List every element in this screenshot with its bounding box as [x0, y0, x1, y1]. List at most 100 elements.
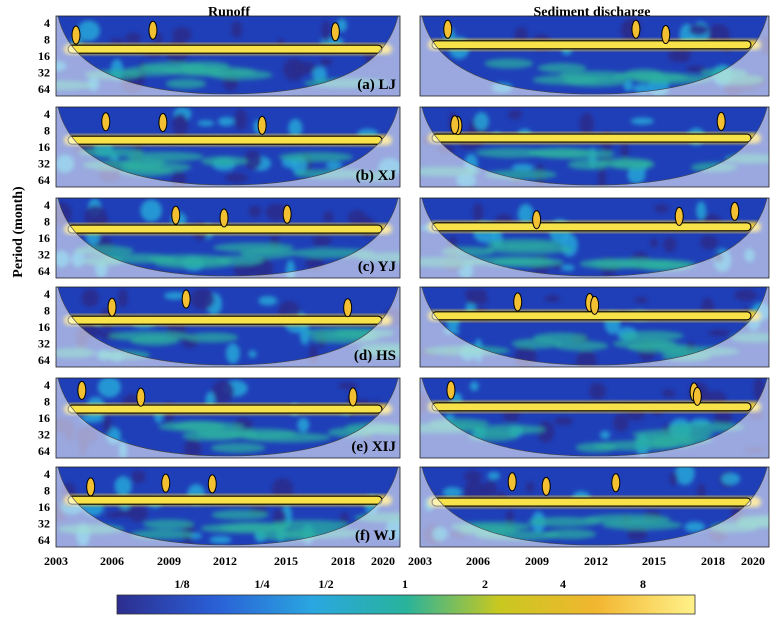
x-tick-label: 2009: [157, 554, 181, 568]
significance-contour: [343, 298, 353, 318]
cone-of-influence-line: [57, 198, 399, 277]
panel-frame: [55, 197, 401, 279]
y-tick-label: 64: [38, 353, 50, 367]
y-tick-label: 8: [44, 124, 50, 138]
wavelet-panel: [419, 106, 770, 188]
significance-contour: [631, 19, 641, 39]
panel-frame: [419, 106, 770, 188]
panel-frame: [55, 106, 401, 188]
wavelet-panel: 4 8 16 32 64 (f) WJ: [38, 466, 401, 548]
y-tick-label: 32: [38, 517, 50, 531]
significance-contour: [431, 402, 752, 412]
y-tick-label: 32: [38, 428, 50, 442]
y-tick-label: 64: [38, 444, 50, 458]
significance-contour: [282, 204, 292, 224]
x-tick-label: 2012: [213, 554, 237, 568]
cone-of-influence: [420, 198, 769, 278]
panel-frame: [55, 15, 401, 97]
colorbar-tick-label: 1: [402, 577, 408, 591]
significance-contour: [67, 315, 383, 325]
cone-of-influence: [420, 287, 769, 367]
significance-contour: [611, 473, 621, 493]
significance-contour: [507, 472, 517, 492]
cone-of-influence: [420, 378, 769, 458]
cone-of-influence-line: [57, 378, 399, 457]
significance-contour: [148, 20, 158, 40]
x-tick-label: 2003: [408, 554, 432, 568]
cone-of-influence: [56, 467, 400, 547]
significance-contour: [161, 473, 171, 493]
x-tick-label: 2015: [642, 554, 666, 568]
wavelet-panel: [419, 197, 770, 279]
x-tick-label: 2003: [44, 554, 68, 568]
x-tick-label: 2015: [274, 554, 298, 568]
significance-contour: [446, 380, 456, 400]
panel-frame: [419, 286, 770, 368]
cone-of-influence: [420, 107, 769, 187]
significance-contour: [101, 112, 111, 132]
y-tick-label: 8: [44, 33, 50, 47]
significance-contour: [674, 206, 684, 226]
significance-contour: [67, 404, 383, 414]
significance-contour: [67, 495, 383, 505]
significance-contour: [431, 222, 752, 232]
y-tick-label: 4: [44, 16, 50, 30]
colorbar-tick-label: 8: [640, 577, 646, 591]
colorbar-tick-label: 1/2: [318, 577, 333, 591]
y-tick-label: 16: [38, 320, 50, 334]
y-tick-label: 16: [38, 231, 50, 245]
wavelet-panel: 4 8 16 32 64 (d) HS: [38, 286, 401, 368]
y-tick-label: 32: [38, 66, 50, 80]
panel-frame: [419, 197, 770, 279]
cone-of-influence-line: [421, 107, 768, 186]
x-tick-label: 2020: [371, 554, 395, 568]
x-tick-label: 2009: [525, 554, 549, 568]
colorbar: 1/8 1/4 1/2 1 2 4 8: [116, 577, 696, 615]
significance-contour: [181, 289, 191, 309]
significance-contour: [77, 380, 87, 400]
cone-of-influence-line: [421, 467, 768, 546]
colorbar-tick-label: 4: [560, 577, 566, 591]
y-tick-label: 4: [44, 107, 50, 121]
panel-frame: [55, 466, 401, 548]
cone-of-influence-line: [57, 107, 399, 186]
significance-contour: [513, 292, 523, 312]
panel-label: (a) LJ: [357, 77, 396, 93]
x-tick-label: 2020: [741, 554, 765, 568]
wavelet-panel: 4 8 16 32 64 (b) XJ: [38, 106, 401, 188]
significance-contour: [171, 205, 181, 225]
panel-frame: [55, 286, 401, 368]
panel-label: (e) XIJ: [351, 439, 396, 455]
y-tick-label: 8: [44, 395, 50, 409]
y-tick-label: 16: [38, 500, 50, 514]
colorbar-tick-label: 1/4: [254, 577, 269, 591]
panel-label: (f) WJ: [355, 528, 396, 544]
panel-frame: [55, 377, 401, 459]
cone-of-influence: [56, 198, 400, 278]
significance-contour: [692, 386, 702, 406]
x-tick-label: 2018: [701, 554, 725, 568]
panel-label: (b) XJ: [356, 168, 397, 184]
significance-contour: [716, 111, 726, 131]
y-tick-label: 16: [38, 411, 50, 425]
cone-of-influence-line: [421, 198, 768, 277]
cone-of-influence-line: [421, 378, 768, 457]
y-tick-label: 4: [44, 287, 50, 301]
y-tick-label: 32: [38, 157, 50, 171]
colorbar-tick-label: 2: [482, 577, 488, 591]
significance-contour: [431, 311, 752, 321]
significance-contour: [158, 112, 168, 132]
significance-contour: [67, 44, 383, 54]
wavelet-panel: [419, 466, 770, 548]
significance-contour: [67, 135, 383, 145]
y-tick-label: 8: [44, 215, 50, 229]
colorbar-gradient: [116, 594, 696, 615]
y-tick-label: 4: [44, 198, 50, 212]
wavelet-panel: [419, 286, 770, 368]
y-tick-label: 64: [38, 173, 50, 187]
y-axis-label: Period (month): [11, 186, 26, 278]
significance-contour: [450, 115, 460, 135]
significance-contour: [532, 210, 542, 230]
wavelet-panel: [419, 377, 770, 459]
